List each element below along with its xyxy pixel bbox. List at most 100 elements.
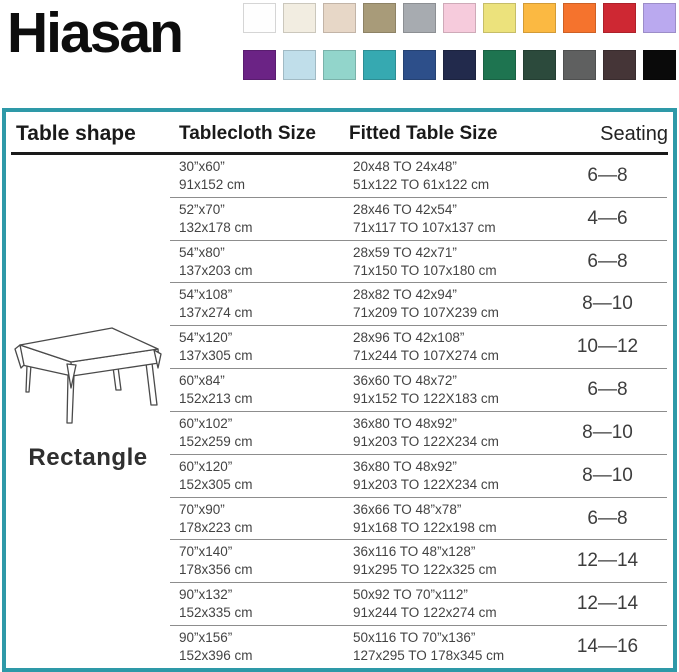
fitted-size-cm: 91x295 TO 122x325 cm [353,562,497,578]
table-row: 30”x60” 91x152 cm 20x48 TO 24x48” 51x122… [170,155,667,198]
tablecloth-size-cm: 178x223 cm [179,519,253,535]
color-swatch [363,3,396,33]
color-swatch [403,50,436,80]
table-row: 90”x156” 152x396 cm 50x116 TO 70”x136” 1… [170,626,667,668]
color-swatch [563,3,596,33]
tablecloth-size-inches: 30”x60” [179,158,225,174]
tablecloth-size-cm: 137x203 cm [179,262,253,278]
tablecloth-size-cell: 90”x132” 152x335 cm [170,586,353,622]
fitted-size-inches: 28x82 TO 42x94” [353,287,457,303]
fitted-size-cell: 28x46 TO 42x54” 71x117 TO 107x137 cm [353,201,562,237]
column-header-table-shape: Table shape [16,122,136,145]
tablecloth-size-cell: 60”x102” 152x259 cm [170,415,353,451]
color-swatch-grid [243,3,676,80]
tablecloth-size-cell: 60”x84” 152x213 cm [170,372,353,408]
table-row: 52”x70” 132x178 cm 28x46 TO 42x54” 71x11… [170,198,667,241]
fitted-size-cell: 20x48 TO 24x48” 51x122 TO 61x122 cm [353,158,562,194]
fitted-size-cm: 71x209 TO 107X239 cm [353,305,499,321]
swatch-row-bottom [243,50,676,80]
fitted-size-inches: 28x59 TO 42x71” [353,244,457,260]
seating-count: 12—14 [576,550,639,572]
tablecloth-size-cell: 54”x80” 137x203 cm [170,244,353,280]
fitted-size-cm: 91x203 TO 122X234 cm [353,433,499,449]
tablecloth-size-inches: 70”x140” [179,544,233,560]
size-rows: 30”x60” 91x152 cm 20x48 TO 24x48” 51x122… [170,155,667,668]
color-swatch [403,3,436,33]
color-swatch [603,3,636,33]
color-swatch [323,3,356,33]
color-swatch [603,50,636,80]
brand-logo: Hiasan [7,1,184,65]
color-swatch [523,3,556,33]
tablecloth-size-inches: 70”x90” [179,501,225,517]
tablecloth-size-cm: 152x259 cm [179,433,253,449]
seating-count: 10—12 [576,336,639,358]
tablecloth-size-cm: 178x356 cm [179,562,253,578]
seating-count: 8—10 [582,293,633,315]
table-row: 54”x80” 137x203 cm 28x59 TO 42x71” 71x15… [170,241,667,284]
fitted-size-inches: 28x96 TO 42x108” [353,330,465,346]
seating-count: 6—8 [587,250,628,272]
fitted-size-inches: 50x92 TO 70”x112” [353,587,468,603]
color-swatch [243,3,276,33]
tablecloth-size-cm: 152x396 cm [179,648,253,664]
tablecloth-size-inches: 54”x108” [179,287,233,303]
column-header-fitted-table-size: Fitted Table Size [349,123,498,144]
tablecloth-size-inches: 60”x84” [179,373,225,389]
fitted-size-cell: 36x116 TO 48”x128” 91x295 TO 122x325 cm [353,543,562,579]
fitted-size-cm: 127x295 TO 178x345 cm [353,648,505,664]
seating-count: 4—6 [587,207,628,229]
table-row: 60”x84” 152x213 cm 36x60 TO 48x72” 91x15… [170,369,667,412]
fitted-size-inches: 36x116 TO 48”x128” [353,544,476,560]
swatch-row-top [243,3,676,33]
fitted-size-cell: 36x60 TO 48x72” 91x152 TO 122X183 cm [353,372,562,408]
fitted-size-cell: 50x116 TO 70”x136” 127x295 TO 178x345 cm [353,629,562,665]
fitted-size-cell: 28x82 TO 42x94” 71x209 TO 107X239 cm [353,286,562,322]
table-row: 70”x140” 178x356 cm 36x116 TO 48”x128” 9… [170,540,667,584]
fitted-size-cm: 71x117 TO 107x137 cm [353,219,496,235]
fitted-size-cm: 91x168 TO 122x198 cm [353,519,497,535]
shape-label: Rectangle [28,444,148,471]
color-swatch [283,50,316,80]
tablecloth-size-cm: 91x152 cm [179,176,246,192]
table-body: Rectangle 30”x60” 91x152 cm 20x48 TO 24x… [6,155,673,668]
color-swatch [643,50,676,80]
tablecloth-size-inches: 60”x120” [179,458,233,474]
tablecloth-size-cm: 152x335 cm [179,605,253,621]
fitted-size-cm: 91x203 TO 122X234 cm [353,476,499,492]
tablecloth-size-cm: 137x305 cm [179,348,253,364]
color-swatch [483,50,516,80]
fitted-size-inches: 36x60 TO 48x72” [353,373,457,389]
seating-count: 6—8 [587,379,628,401]
color-swatch [643,3,676,33]
fitted-size-cm: 51x122 TO 61x122 cm [353,176,490,192]
color-swatch [483,3,516,33]
table-shape-column: Rectangle [6,127,170,668]
color-swatch [323,50,356,80]
color-swatch [283,3,316,33]
color-swatch [563,50,596,80]
table-row: 54”x108” 137x274 cm 28x82 TO 42x94” 71x2… [170,283,667,327]
tablecloth-size-cm: 152x213 cm [179,391,253,407]
fitted-size-cm: 91x152 TO 122X183 cm [353,391,499,407]
tablecloth-size-inches: 90”x156” [179,630,233,646]
table-row: 70”x90” 178x223 cm 36x66 TO 48”x78” 91x1… [170,498,667,541]
fitted-size-cell: 36x66 TO 48”x78” 91x168 TO 122x198 cm [353,501,562,537]
table-row: 60”x102” 152x259 cm 36x80 TO 48x92” 91x2… [170,412,667,455]
color-swatch [443,50,476,80]
fitted-size-cell: 50x92 TO 70”x112” 91x244 TO 122x274 cm [353,586,562,622]
fitted-size-cell: 36x80 TO 48x92” 91x203 TO 122X234 cm [353,415,562,451]
fitted-size-inches: 36x80 TO 48x92” [353,458,457,474]
tablecloth-size-cell: 60”x120” 152x305 cm [170,458,353,494]
fitted-size-cell: 28x96 TO 42x108” 71x244 TO 107X274 cm [353,329,562,365]
fitted-size-cm: 91x244 TO 122x274 cm [353,605,497,621]
table-header-row: Table shape Tablecloth Size Fitted Table… [11,112,668,155]
tablecloth-size-inches: 52”x70” [179,201,225,217]
seating-count: 12—14 [576,593,639,615]
color-swatch [363,50,396,80]
fitted-size-inches: 20x48 TO 24x48” [353,158,457,174]
tablecloth-size-cm: 132x178 cm [179,219,253,235]
color-swatch [443,3,476,33]
fitted-size-inches: 50x116 TO 70”x136” [353,630,476,646]
color-swatch [243,50,276,80]
